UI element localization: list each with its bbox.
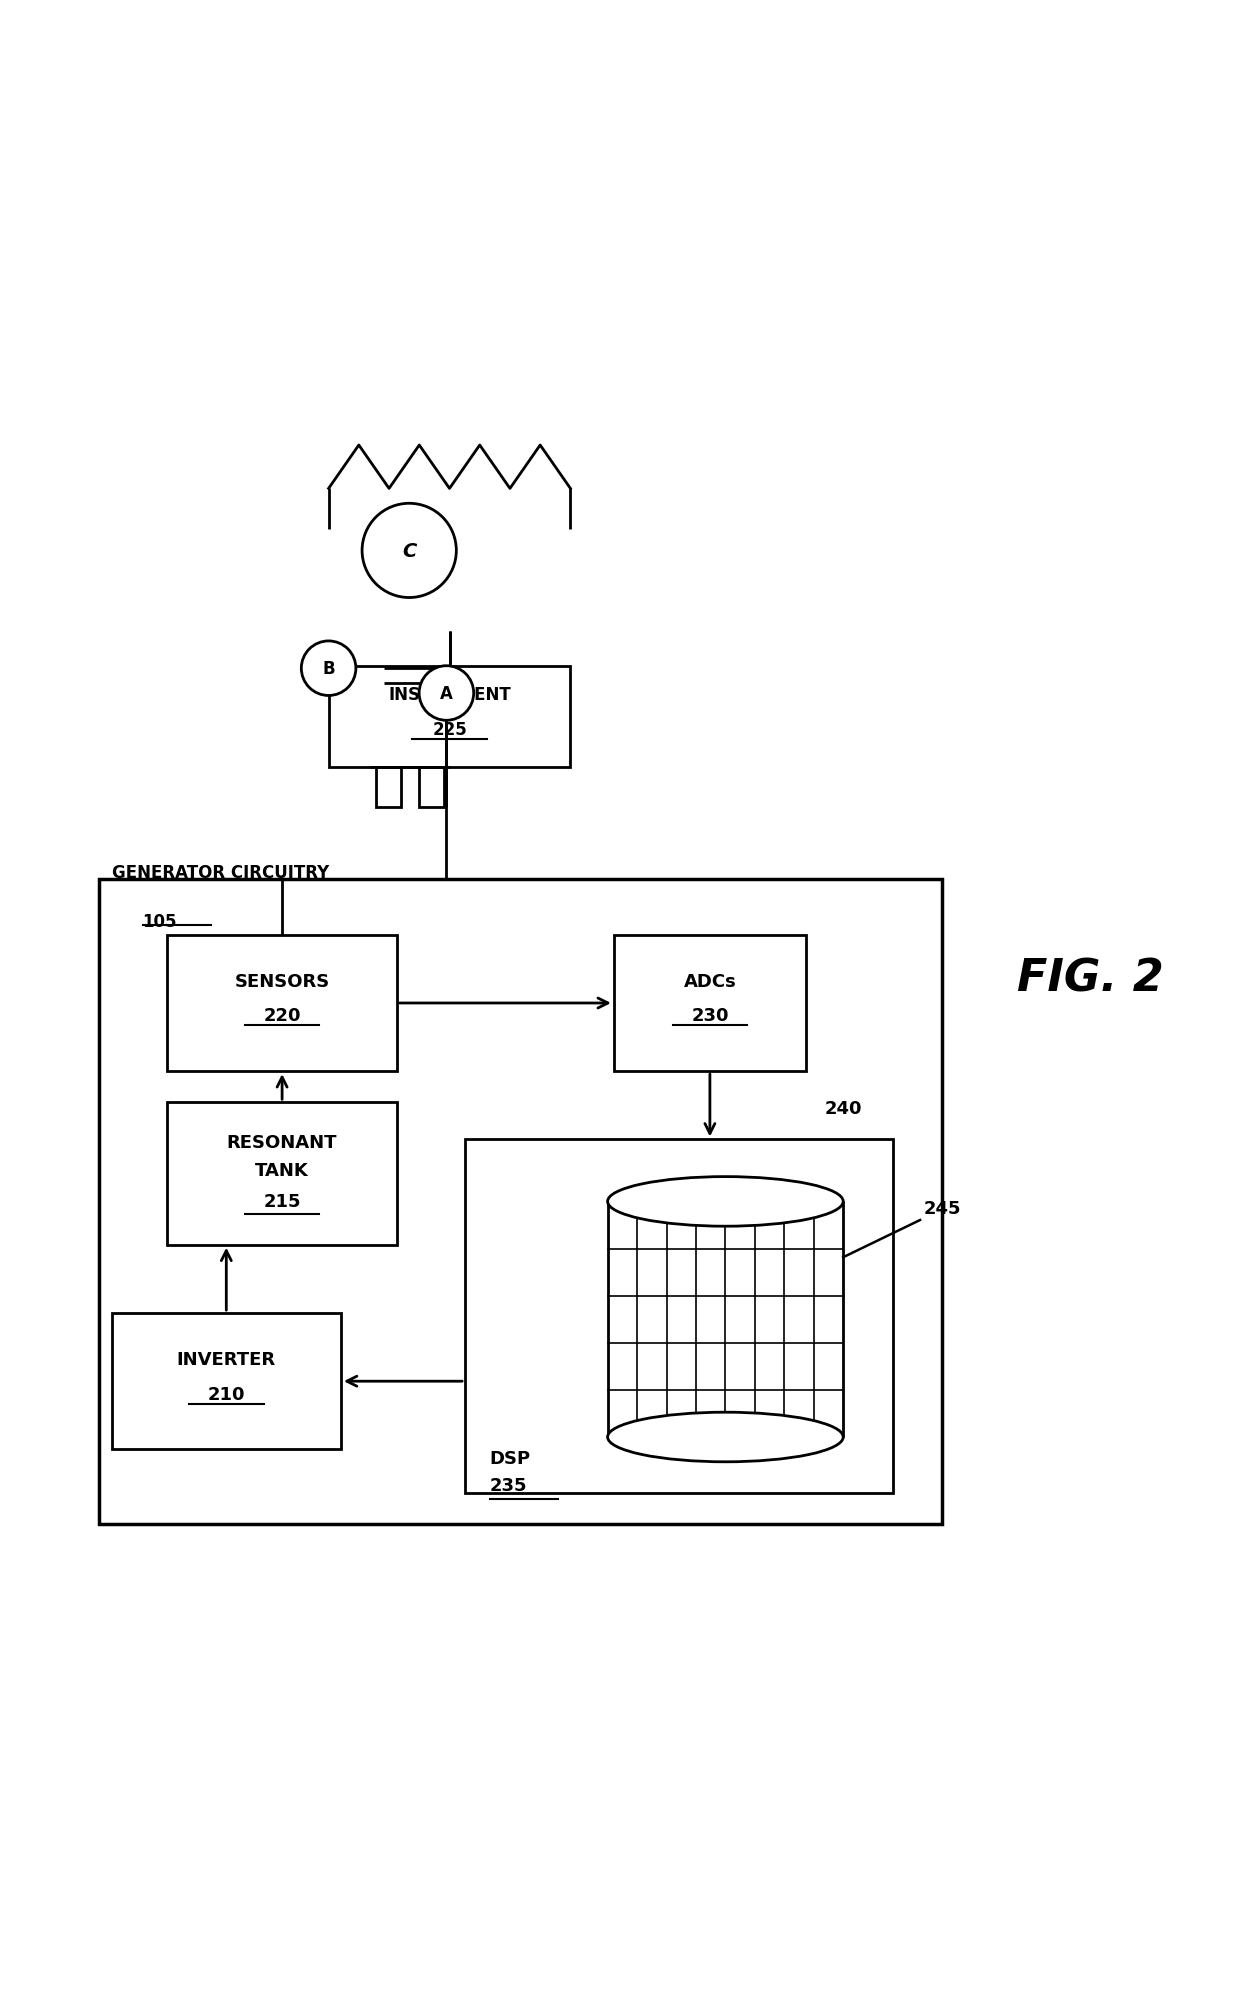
- Bar: [376, 769, 401, 807]
- Text: RESONANT: RESONANT: [227, 1134, 337, 1152]
- Text: 105: 105: [143, 913, 177, 931]
- Ellipse shape: [608, 1413, 843, 1461]
- Bar: [99, 879, 942, 1523]
- Text: A: A: [440, 684, 453, 702]
- Text: 220: 220: [263, 1008, 301, 1026]
- Text: TANK: TANK: [255, 1162, 309, 1180]
- Bar: [167, 935, 397, 1072]
- Text: C: C: [402, 542, 417, 560]
- Text: 225: 225: [432, 721, 467, 739]
- Bar: [112, 1313, 341, 1449]
- Text: FIG. 2: FIG. 2: [1017, 957, 1163, 999]
- Bar: [167, 1102, 397, 1244]
- Text: 240: 240: [825, 1100, 862, 1118]
- Text: 235: 235: [490, 1477, 527, 1495]
- Text: 245: 245: [924, 1198, 961, 1216]
- Text: 210: 210: [207, 1385, 246, 1403]
- Circle shape: [419, 666, 474, 721]
- Text: DSP: DSP: [490, 1449, 531, 1467]
- Bar: [614, 935, 806, 1072]
- Circle shape: [362, 504, 456, 598]
- Text: 230: 230: [691, 1008, 729, 1026]
- Text: SENSORS: SENSORS: [234, 971, 330, 989]
- Text: INVERTER: INVERTER: [177, 1351, 275, 1369]
- Text: 215: 215: [263, 1192, 301, 1210]
- Circle shape: [301, 642, 356, 696]
- Ellipse shape: [608, 1176, 843, 1226]
- Text: B: B: [322, 660, 335, 678]
- Bar: [419, 769, 444, 807]
- Text: INSTRUMENT: INSTRUMENT: [388, 686, 511, 704]
- Bar: [329, 666, 570, 769]
- Text: ADCs: ADCs: [683, 971, 737, 989]
- Bar: [465, 1140, 893, 1493]
- Text: GENERATOR CIRCUITRY: GENERATOR CIRCUITRY: [112, 865, 329, 881]
